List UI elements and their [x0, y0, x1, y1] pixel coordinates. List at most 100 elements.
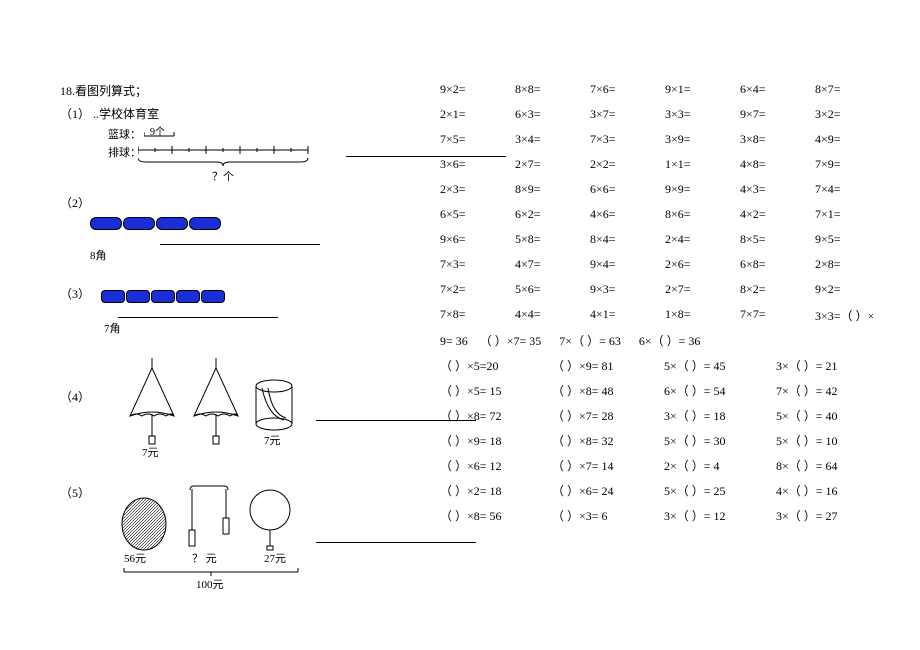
fill-cell[interactable]: （ ）×7= 14 — [552, 457, 664, 474]
mult-cell[interactable]: 7×3= — [590, 132, 665, 147]
fill-cell[interactable]: 5×（ ）= 25 — [664, 482, 776, 499]
q1-answer-line[interactable] — [346, 154, 506, 157]
mult-cell[interactable]: 7×7= — [740, 307, 815, 322]
fill-cell[interactable]: （ ）×9= 81 — [552, 357, 664, 374]
q1-unknown: ？个 — [212, 168, 234, 184]
fill-cell[interactable]: （ ）×6= 12 — [440, 457, 552, 474]
fill-cell[interactable]: （ ）×3= 6 — [552, 507, 664, 524]
fill-cell[interactable]: 7×（ ）= 42 — [776, 382, 888, 399]
fill-cell[interactable]: 3×（ ）= 27 — [776, 507, 888, 524]
q4-answer-line[interactable] — [316, 418, 476, 421]
mult-cell[interactable]: 3×4= — [515, 132, 590, 147]
fill-cell[interactable]: （ ）×5=20 — [440, 357, 552, 374]
fill-cell[interactable]: 6×（ ）= 54 — [664, 382, 776, 399]
fill-cell[interactable]: （ ）×5= 15 — [440, 382, 552, 399]
fill-cell[interactable]: 3×（ ）= 12 — [664, 507, 776, 524]
mult-cell[interactable]: 6×6= — [590, 182, 665, 197]
mult-row: 2×3=8×9=6×6=9×9=4×3=7×4= — [440, 182, 920, 207]
fill-cell[interactable]: （ ）×7= 28 — [552, 407, 664, 424]
mult-cell[interactable]: 6×8= — [740, 257, 815, 272]
fill-cell[interactable]: （ ）×8= 48 — [552, 382, 664, 399]
mult-cell[interactable]: 3×3= — [665, 107, 740, 122]
mult-cell[interactable]: 9×2= — [815, 282, 890, 297]
mult-cell[interactable]: 4×6= — [590, 207, 665, 222]
mult-cell[interactable]: 3×8= — [740, 132, 815, 147]
mult-cell[interactable]: 4×9= — [815, 132, 890, 147]
mult-cell[interactable]: 1×1= — [665, 157, 740, 172]
mult-cell[interactable]: 3×3=（ ）× — [815, 307, 905, 324]
mult-cell[interactable]: 9×1= — [665, 82, 740, 97]
mult-cell[interactable]: 2×8= — [815, 257, 890, 272]
mult-cell[interactable]: 7×8= — [440, 307, 515, 322]
mult-cell[interactable]: 1×8= — [665, 307, 740, 322]
fill-cell[interactable]: 3×（ ）= 21 — [776, 357, 888, 374]
fill-cell[interactable]: 5×（ ）= 45 — [664, 357, 776, 374]
mult-cell[interactable]: 5×8= — [515, 232, 590, 247]
fill-row: （ ）×6= 12（ ）×7= 142×（ ）= 48×（ ）= 64 — [440, 457, 920, 482]
q3-answer-line[interactable] — [118, 315, 278, 318]
mult-cell[interactable]: 7×6= — [590, 82, 665, 97]
mult-cell[interactable]: 6×3= — [515, 107, 590, 122]
fill-cell[interactable]: 5×（ ）= 30 — [664, 432, 776, 449]
q2-answer-line[interactable] — [160, 242, 320, 245]
mult-cell[interactable]: 8×6= — [665, 207, 740, 222]
fill-cell[interactable]: （ ）×9= 18 — [440, 432, 552, 449]
mult-cell[interactable]: 7×3= — [440, 257, 515, 272]
fill-cell[interactable]: （ ）×2= 18 — [440, 482, 552, 499]
mult-cell[interactable]: 6×2= — [515, 207, 590, 222]
mult-cell[interactable]: 3×9= — [665, 132, 740, 147]
mult-cell[interactable]: 6×4= — [740, 82, 815, 97]
mult-cell[interactable]: 2×6= — [665, 257, 740, 272]
fill-cell[interactable]: 4×（ ）= 16 — [776, 482, 888, 499]
mult-cell[interactable]: 9×7= — [740, 107, 815, 122]
mult-cell[interactable]: 4×1= — [590, 307, 665, 322]
mult-cell[interactable]: 9×5= — [815, 232, 890, 247]
fill-row: （ ）×5= 15（ ）×8= 486×（ ）= 547×（ ）= 42 — [440, 382, 920, 407]
mult-cell[interactable]: 5×6= — [515, 282, 590, 297]
mult-cell[interactable]: 8×4= — [590, 232, 665, 247]
mult-cell[interactable]: 2×1= — [440, 107, 515, 122]
mult-cell[interactable]: 2×2= — [590, 157, 665, 172]
mult-cell[interactable]: 2×7= — [515, 157, 590, 172]
mult-cell[interactable]: 8×8= — [515, 82, 590, 97]
mult-cell[interactable]: 7×1= — [815, 207, 890, 222]
q5-answer-line[interactable] — [316, 540, 476, 543]
mult-cell[interactable]: 7×4= — [815, 182, 890, 197]
mult-cell[interactable]: 8×7= — [815, 82, 890, 97]
mult-cell[interactable]: 2×3= — [440, 182, 515, 197]
problem-1: （1） ..学校体育室 篮球： 9个 排球： — [60, 105, 440, 176]
mult-cell[interactable]: 8×5= — [740, 232, 815, 247]
mult-cell[interactable]: 8×2= — [740, 282, 815, 297]
fill-cell[interactable]: （ ）×8= 56 — [440, 507, 552, 524]
mult-cell[interactable]: 3×7= — [590, 107, 665, 122]
mult-cell[interactable]: 6×5= — [440, 207, 515, 222]
q4-num: （4） — [60, 388, 90, 405]
mult-cell[interactable]: 9×9= — [665, 182, 740, 197]
mult-cell[interactable]: 4×4= — [515, 307, 590, 322]
mult-cell[interactable]: 9×3= — [590, 282, 665, 297]
mult-cell[interactable]: 7×2= — [440, 282, 515, 297]
fill-cell[interactable]: 5×（ ）= 40 — [776, 407, 888, 424]
mult-cell[interactable]: 3×2= — [815, 107, 890, 122]
mult-cell[interactable]: 4×2= — [740, 207, 815, 222]
fill-cell[interactable]: （ ）×6= 24 — [552, 482, 664, 499]
mult-cell[interactable]: 9×4= — [590, 257, 665, 272]
mult-cell[interactable]: 3×6= — [440, 157, 515, 172]
mult-cell[interactable]: 2×7= — [665, 282, 740, 297]
mult-cell[interactable]: 9×2= — [440, 82, 515, 97]
mult-continuation[interactable]: 9= 36 （ ）×7= 35 7×（ ）= 63 6×（ ）= 36 — [440, 332, 920, 357]
mult-cell[interactable]: 8×9= — [515, 182, 590, 197]
mult-cell[interactable]: 7×5= — [440, 132, 515, 147]
fill-cell[interactable]: （ ）×8= 32 — [552, 432, 664, 449]
fill-cell[interactable]: 8×（ ）= 64 — [776, 457, 888, 474]
mult-cell[interactable]: 2×4= — [665, 232, 740, 247]
mult-cell[interactable]: 9×6= — [440, 232, 515, 247]
mult-cell[interactable]: 7×9= — [815, 157, 890, 172]
fill-cell[interactable]: 3×（ ）= 18 — [664, 407, 776, 424]
mult-cell[interactable]: 4×7= — [515, 257, 590, 272]
mult-cell[interactable]: 4×3= — [740, 182, 815, 197]
fill-cell[interactable]: 5×（ ）= 10 — [776, 432, 888, 449]
fill-cell[interactable]: （ ）×8= 72 — [440, 407, 552, 424]
mult-cell[interactable]: 4×8= — [740, 157, 815, 172]
fill-cell[interactable]: 2×（ ）= 4 — [664, 457, 776, 474]
